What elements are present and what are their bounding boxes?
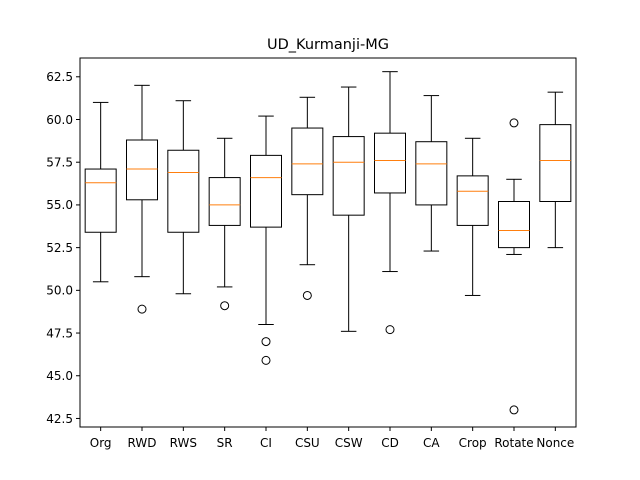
box-iqr: [374, 132, 406, 194]
box-sr: [208, 137, 241, 311]
x-tick-label: CA: [423, 436, 440, 450]
outlier-point: [385, 325, 395, 335]
y-tick-label: 50.0: [46, 284, 73, 298]
x-axis: Org RWD RWS SR CI CSU CSW CD CA Crop Rotate Nonce: [90, 427, 574, 450]
x-tick-label: CSW: [335, 436, 363, 450]
box-org: [84, 101, 117, 283]
outlier-point: [509, 118, 519, 128]
x-tick-label: Nonce: [536, 436, 574, 450]
box-iqr: [250, 154, 282, 228]
x-tick-label: CD: [381, 436, 399, 450]
y-tick-label: 57.5: [46, 156, 73, 170]
box-crop: [456, 137, 489, 296]
outlier-point: [302, 290, 312, 300]
y-tick-label: 45.0: [46, 369, 73, 383]
box-iqr: [208, 177, 241, 226]
box-rotate: [498, 118, 530, 415]
y-tick-label: 62.5: [46, 70, 73, 84]
box-ca: [415, 95, 448, 252]
y-tick-label: 55.0: [46, 198, 73, 212]
y-tick-label: 52.5: [46, 241, 73, 255]
box-iqr: [332, 136, 365, 216]
x-tick-label: CSU: [295, 436, 320, 450]
box-rwd: [126, 84, 158, 314]
box-csw: [332, 86, 365, 332]
box-iqr: [167, 149, 200, 233]
box-rws: [167, 100, 200, 295]
box-iqr: [126, 139, 158, 201]
box-csu: [291, 96, 324, 300]
y-tick-label: 60.0: [46, 113, 73, 127]
y-tick-label: 47.5: [46, 326, 73, 340]
y-tick-label: 42.5: [46, 412, 73, 426]
outlier-point: [261, 355, 271, 365]
box-cd: [374, 71, 406, 335]
box-iqr: [539, 124, 572, 202]
outlier-point: [137, 304, 147, 314]
y-axis: 42.5 45.0 47.5 50.0 52.5 55.0 57.5 60.0 62.5: [46, 70, 80, 426]
box-nonce: [539, 91, 572, 249]
box-iqr: [84, 168, 117, 233]
box-ci: [250, 115, 282, 365]
box-iqr: [291, 127, 324, 196]
outlier-point: [509, 405, 519, 415]
x-tick-label: RWS: [170, 436, 197, 450]
x-tick-label: Crop: [459, 436, 487, 450]
outlier-point: [261, 337, 271, 347]
outlier-point: [220, 301, 230, 311]
plot-marks: [84, 71, 572, 415]
chart-title: UD_Kurmanji-MG: [267, 37, 389, 53]
x-tick-label: Rotate: [494, 436, 533, 450]
x-tick-label: RWD: [128, 436, 157, 450]
axes-frame: [79, 57, 577, 428]
x-tick-label: Org: [90, 436, 112, 450]
box-iqr: [415, 141, 448, 206]
box-iqr: [498, 201, 530, 249]
box-iqr: [456, 175, 489, 226]
x-tick-label: CI: [260, 436, 272, 450]
x-tick-label: SR: [217, 436, 233, 450]
